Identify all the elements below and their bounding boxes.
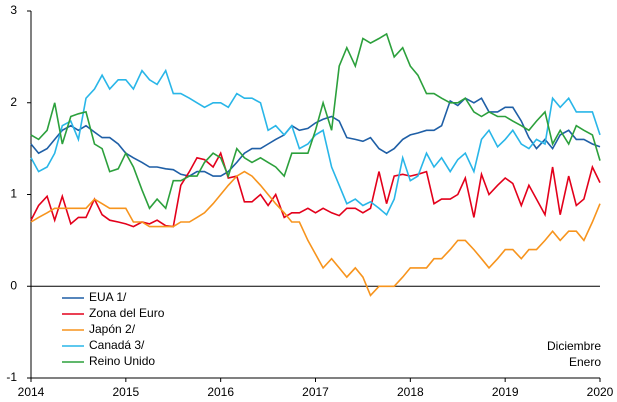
legend-label: EUA 1/ xyxy=(89,290,127,304)
legend-label: Japón 2/ xyxy=(89,322,136,336)
series-line xyxy=(30,97,601,177)
series-line xyxy=(30,151,601,228)
x-tick-label: 2018 xyxy=(397,385,424,399)
x-tick-label: 2020 xyxy=(587,385,614,399)
series-line xyxy=(30,32,601,210)
x-tick-label: 2015 xyxy=(112,385,139,399)
y-tick-label: 3 xyxy=(10,3,17,17)
series-line xyxy=(30,170,601,297)
x-tick-label: 2014 xyxy=(18,385,45,399)
x-tick-label: 2019 xyxy=(492,385,519,399)
y-tick-label: 1 xyxy=(10,187,17,201)
y-tick-label: 2 xyxy=(10,95,17,109)
annotation: Diciembre xyxy=(547,339,601,353)
legend-label: Reino Unido xyxy=(89,354,155,368)
x-tick-label: 2017 xyxy=(302,385,329,399)
legend-label: Canadá 3/ xyxy=(89,338,145,352)
annotation: Enero xyxy=(569,355,601,369)
y-tick-label: -1 xyxy=(6,370,17,384)
y-tick-label: 0 xyxy=(10,278,17,292)
x-tick-label: 2016 xyxy=(207,385,234,399)
series-line xyxy=(30,68,601,216)
legend-label: Zona del Euro xyxy=(89,306,165,320)
